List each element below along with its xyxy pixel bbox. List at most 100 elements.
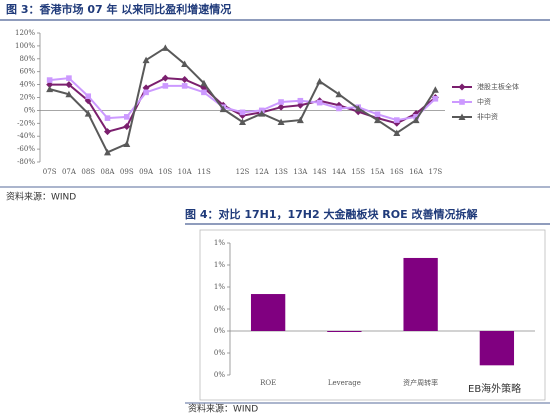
figure-caption: 图 4：对比 17H1，17H2 大金融板块 ROE 改善情况拆解: [185, 207, 477, 221]
x-tick-label: Leverage: [328, 379, 361, 387]
x-tick-label: 15A: [371, 168, 386, 176]
y-tick-label: 80%: [19, 55, 35, 63]
marker: [104, 115, 111, 121]
marker: [200, 79, 208, 87]
marker: [181, 83, 188, 89]
marker: [458, 83, 466, 91]
x-tick-label: 12S: [236, 168, 250, 176]
marker: [335, 90, 343, 98]
marker: [201, 89, 207, 96]
marker: [181, 75, 189, 83]
marker: [277, 118, 285, 126]
marker: [181, 60, 189, 67]
bar: [327, 331, 362, 332]
x-tick-label: 07S: [43, 168, 57, 176]
marker: [65, 81, 73, 89]
legend-label: 港股主板全体: [477, 82, 519, 91]
y-tick-label: 1%: [214, 239, 225, 247]
legend-label: 中资: [477, 97, 491, 106]
marker: [316, 77, 324, 85]
x-tick-label: ROE: [260, 379, 276, 387]
y-tick-label: 100%: [15, 42, 35, 50]
x-tick-label: 10A: [178, 168, 193, 176]
x-tick-label: 08A: [101, 168, 116, 176]
x-tick-label: 16A: [409, 168, 424, 176]
figure-caption: 图 3：香港市场 07 年 以来同比盈利增速情况: [6, 2, 231, 16]
marker: [46, 77, 53, 83]
marker: [432, 95, 439, 102]
y-tick-label: -20%: [17, 119, 35, 127]
bar: [403, 257, 438, 331]
marker: [374, 111, 381, 118]
marker: [46, 85, 54, 93]
y-tick-label: 0%: [214, 305, 225, 313]
marker: [123, 140, 131, 147]
x-tick-label: 14S: [313, 168, 327, 176]
marker: [431, 86, 439, 93]
legend-label: 非中资: [477, 112, 498, 121]
y-tick-label: 40%: [19, 81, 35, 89]
x-tick-label: 11S: [197, 168, 211, 176]
marker: [85, 93, 92, 100]
marker: [142, 56, 150, 64]
marker: [239, 118, 246, 126]
bar: [479, 331, 515, 366]
y-tick-label: 1%: [214, 261, 225, 269]
x-tick-label: 10S: [159, 168, 173, 176]
series-line: [49, 46, 437, 154]
marker: [316, 99, 323, 106]
x-tick-label: 09A: [139, 168, 154, 176]
marker: [84, 110, 92, 117]
marker: [123, 114, 130, 120]
marker: [161, 74, 169, 82]
source-note: 资料来源：WIND: [6, 191, 76, 203]
marker: [459, 99, 465, 105]
y-tick-label: 0%: [214, 371, 225, 379]
y-tick-label: -80%: [17, 158, 35, 166]
marker: [412, 116, 420, 124]
y-tick-label: 60%: [19, 68, 35, 76]
bar: [250, 294, 286, 331]
y-tick-label: 0%: [214, 349, 225, 357]
marker: [239, 109, 246, 116]
marker: [161, 44, 169, 51]
x-tick-label: 17S: [429, 168, 443, 176]
marker: [374, 116, 381, 124]
marker: [278, 99, 284, 105]
marker: [296, 116, 304, 124]
marker: [297, 97, 304, 104]
marker: [336, 105, 342, 112]
y-tick-label: -60%: [17, 145, 35, 153]
y-tick-label: 20%: [19, 94, 35, 102]
marker: [66, 75, 72, 81]
marker: [393, 117, 400, 123]
marker: [104, 128, 111, 136]
marker: [393, 129, 401, 136]
watermark: EB海外策略: [468, 382, 521, 395]
marker: [65, 90, 73, 98]
source-note: 资料来源：WIND: [188, 403, 258, 415]
y-tick-label: -40%: [17, 132, 35, 140]
x-tick-label: 12A: [255, 168, 270, 176]
x-tick-label: 09S: [120, 168, 134, 176]
x-tick-label: 08S: [81, 168, 95, 176]
marker: [354, 104, 362, 112]
x-tick-label: 07A: [62, 168, 77, 176]
marker: [104, 148, 111, 156]
x-tick-label: 15S: [351, 168, 365, 176]
marker: [123, 123, 131, 131]
x-tick-label: 13S: [274, 168, 288, 176]
x-tick-label: 14A: [332, 168, 347, 176]
marker: [258, 110, 266, 117]
marker: [219, 105, 227, 113]
y-tick-label: 0%: [24, 106, 35, 114]
x-tick-label: 16S: [390, 168, 404, 176]
x-tick-label: 资产周转率: [403, 378, 438, 387]
marker: [143, 89, 149, 96]
marker: [277, 103, 285, 111]
y-tick-label: 1%: [214, 283, 225, 291]
marker: [162, 83, 169, 89]
chart-frame: [199, 229, 546, 401]
x-tick-label: 13A: [293, 168, 308, 176]
